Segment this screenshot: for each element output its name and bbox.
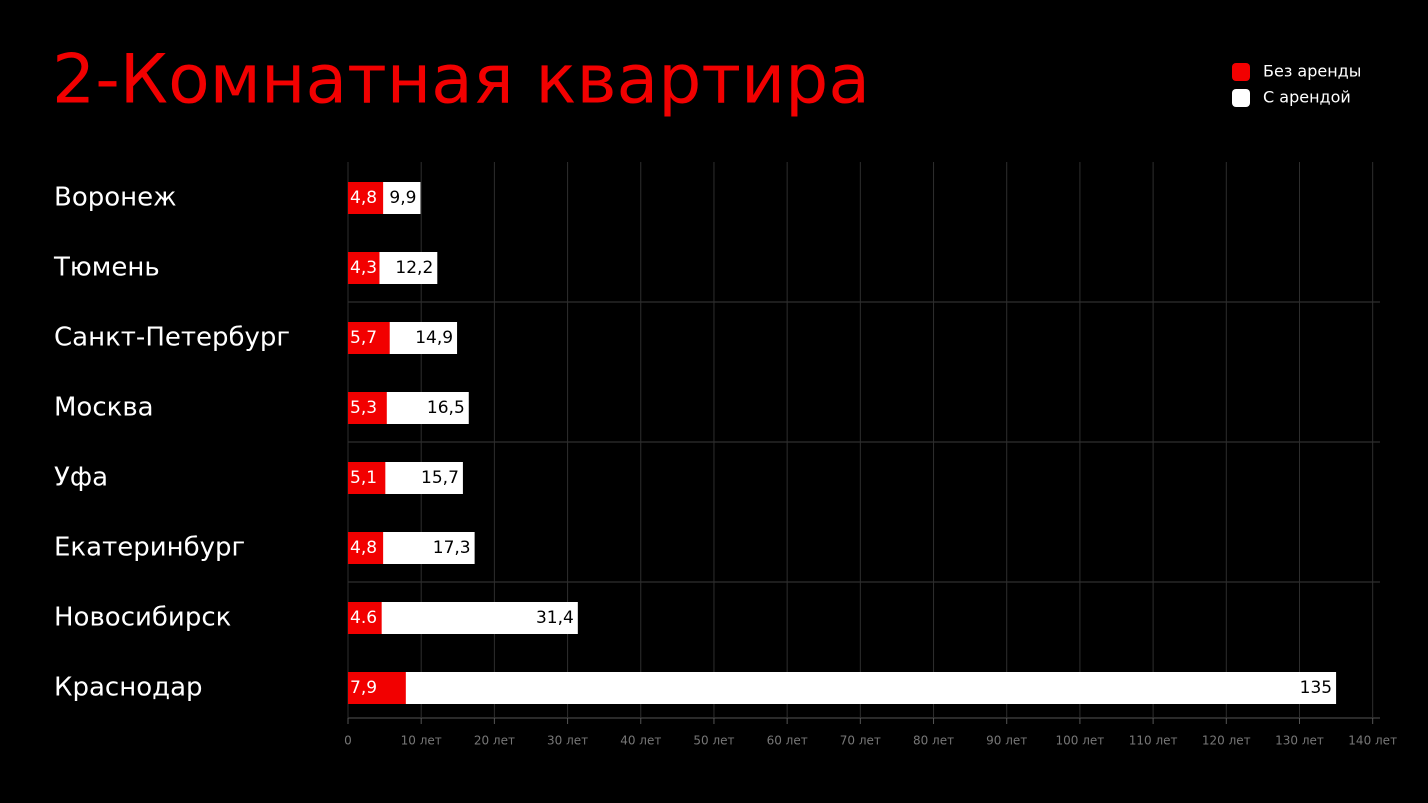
y-tick-label: Краснодар	[54, 673, 203, 703]
data-label: 31,4	[536, 608, 574, 628]
x-tick-label: 30 лет	[547, 734, 588, 748]
data-label: 14,9	[415, 328, 453, 348]
x-tick-label: 90 лет	[986, 734, 1027, 748]
bar	[348, 322, 390, 354]
data-label: 5,1	[350, 468, 377, 488]
x-tick-label: 130 лет	[1275, 734, 1324, 748]
data-label: 4,8	[350, 538, 377, 558]
bar	[348, 602, 382, 634]
data-label: 4,3	[350, 258, 377, 278]
bar	[348, 392, 387, 424]
bar	[348, 672, 1337, 704]
bar	[348, 182, 384, 214]
x-tick-label: 110 лет	[1129, 734, 1178, 748]
y-tick-label: Новосибирск	[54, 603, 231, 633]
x-tick-label: 50 лет	[693, 734, 734, 748]
bar	[348, 462, 386, 494]
data-label: 15,7	[421, 468, 459, 488]
x-tick-label: 120 лет	[1202, 734, 1251, 748]
y-tick-label: Санкт-Петербург	[54, 323, 290, 353]
x-tick-label: 60 лет	[767, 734, 808, 748]
legend-swatch	[1232, 89, 1250, 107]
data-label: 7,9	[350, 678, 377, 698]
y-tick-label: Воронеж	[54, 183, 177, 213]
data-label: 135	[1300, 678, 1332, 698]
data-label: 12,2	[395, 258, 433, 278]
x-tick-label: 0	[344, 734, 352, 748]
legend-label: Без аренды	[1263, 62, 1361, 81]
y-tick-label: Екатеринбург	[54, 533, 245, 563]
x-tick-label: 140 лет	[1348, 734, 1397, 748]
x-tick-label: 80 лет	[913, 734, 954, 748]
bar	[348, 532, 384, 564]
data-label: 5,7	[350, 328, 377, 348]
data-label: 17,3	[433, 538, 471, 558]
chart-title: 2-Комнатная квартира	[52, 41, 870, 120]
x-tick-label: 10 лет	[401, 734, 442, 748]
data-label: 4,8	[350, 188, 377, 208]
legend-swatch	[1232, 63, 1250, 81]
x-tick-label: 100 лет	[1056, 734, 1105, 748]
x-tick-label: 20 лет	[474, 734, 515, 748]
bar	[348, 252, 380, 284]
data-label: 16,5	[427, 398, 465, 418]
bar	[348, 602, 578, 634]
x-tick-label: 70 лет	[840, 734, 881, 748]
data-label: 4.6	[350, 608, 377, 628]
data-label: 9,9	[389, 188, 416, 208]
data-label: 5,3	[350, 398, 377, 418]
y-tick-label: Уфа	[54, 463, 108, 493]
bar	[348, 672, 406, 704]
y-tick-label: Москва	[54, 393, 154, 423]
y-tick-label: Тюмень	[53, 253, 160, 283]
legend-label: С арендой	[1263, 88, 1351, 107]
x-tick-label: 40 лет	[620, 734, 661, 748]
